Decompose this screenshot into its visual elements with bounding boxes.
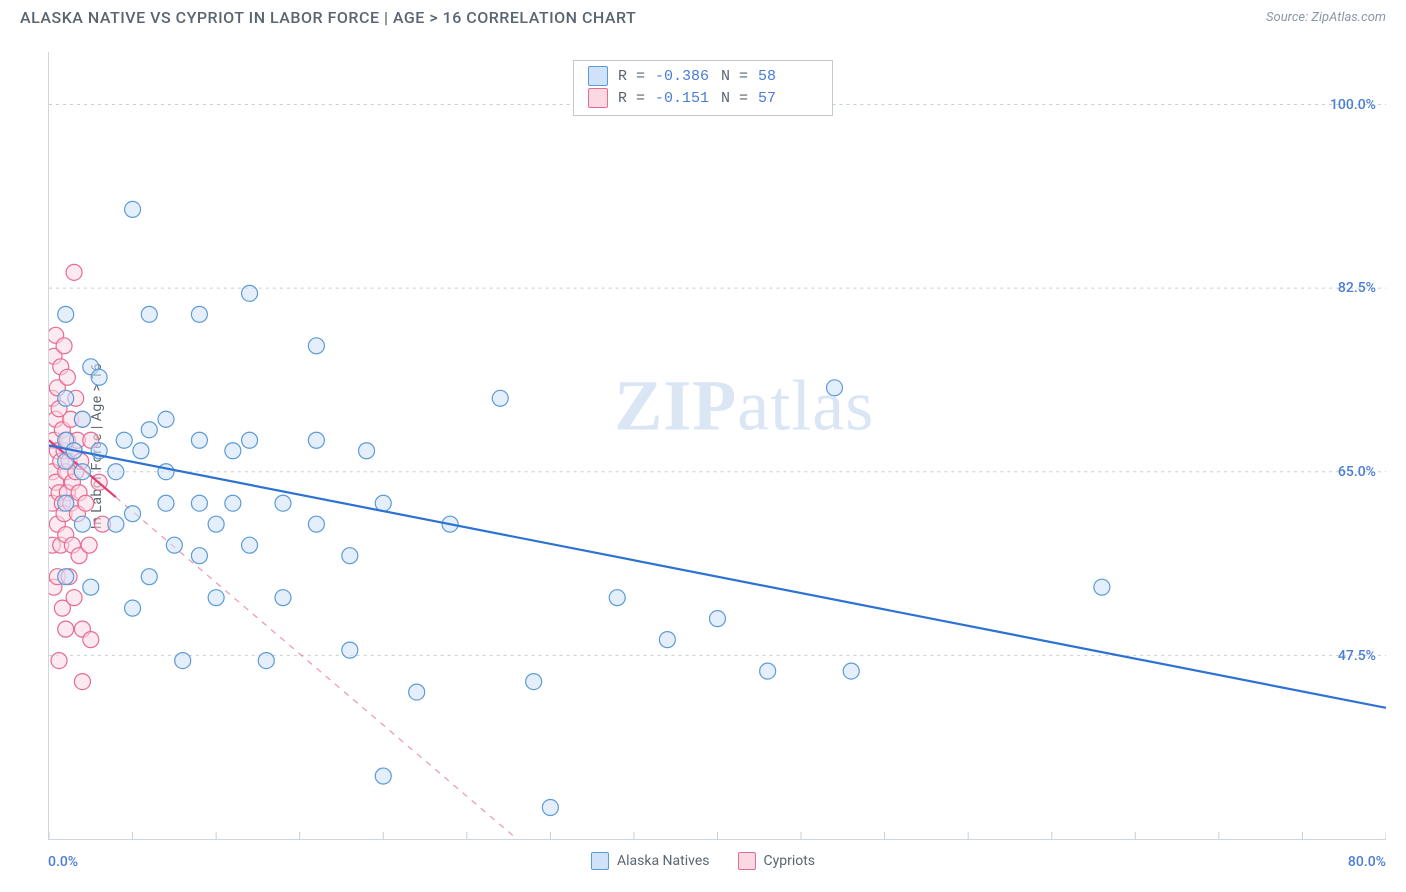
legend-label: Alaska Natives (617, 853, 710, 869)
x-min-label: 0.0% (48, 854, 78, 870)
scatter-plot: ZIPatlas (48, 52, 1386, 840)
correlation-row-b: R =-0.151 N =57 (588, 87, 814, 109)
legend-label: Cypriots (763, 853, 815, 869)
y-tick-label: 65.0% (1338, 464, 1376, 480)
swatch-alaska-natives (588, 66, 608, 86)
correlation-legend: R =-0.386 N =58 R =-0.151 N =57 (573, 60, 833, 116)
legend-item-cypriots: Cypriots (737, 852, 815, 870)
legend-item-alaska-natives: Alaska Natives (591, 852, 710, 870)
swatch-alaska-natives-icon (591, 852, 609, 870)
source-attribution: Source: ZipAtlas.com (1266, 10, 1386, 25)
y-tick-label: 82.5% (1338, 280, 1376, 296)
swatch-cypriots (588, 88, 608, 108)
x-max-label: 80.0% (1348, 854, 1386, 870)
y-tick-label: 100.0% (1330, 97, 1376, 113)
chart-title: ALASKA NATIVE VS CYPRIOT IN LABOR FORCE … (20, 8, 636, 27)
y-tick-label: 47.5% (1338, 648, 1376, 664)
correlation-row-a: R =-0.386 N =58 (588, 65, 814, 87)
series-legend: Alaska Natives Cypriots (591, 852, 815, 870)
swatch-cypriots-icon (737, 852, 755, 870)
